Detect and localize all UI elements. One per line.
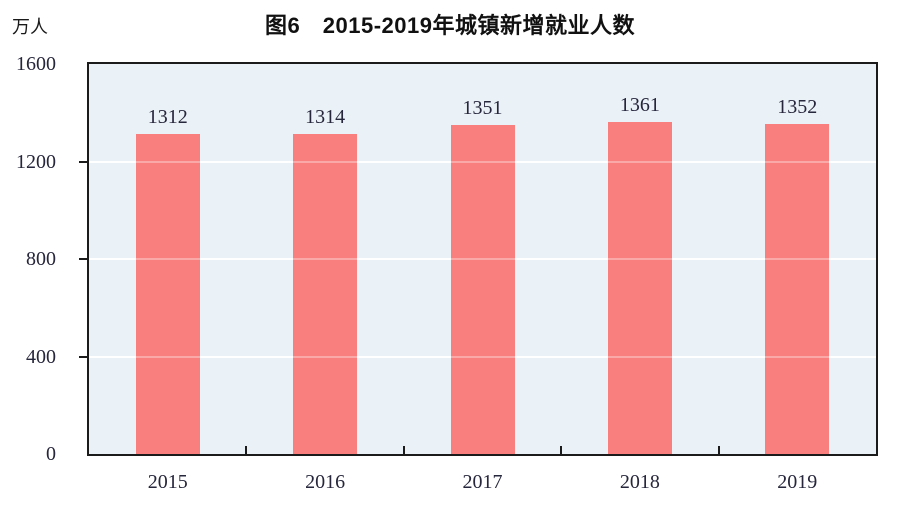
bar-value-label-2016: 1314 — [305, 105, 346, 128]
y-tick-mark-800 — [79, 258, 87, 260]
x-tick-label-2015: 2015 — [147, 471, 188, 493]
x-axis: 2015 2016 2017 2018 2019 — [89, 468, 876, 500]
chart-title: 图6 2015-2019年城镇新增就业人数 — [265, 13, 635, 38]
plot-area: 1312 1314 1351 1361 1352 — [87, 62, 878, 456]
x-tick-mark-3 — [560, 446, 563, 454]
bar-value-label-2017: 1351 — [462, 96, 503, 119]
y-tick-label-800: 800 — [26, 248, 56, 270]
y-tick-label-0: 0 — [46, 443, 56, 465]
y-axis-unit-label: 万人 — [12, 17, 48, 37]
gridline-overlay-400 — [89, 355, 876, 358]
x-tick-mark-4 — [717, 446, 720, 454]
x-tick-mark-1 — [245, 446, 248, 454]
gridline-overlay-1200 — [89, 160, 876, 163]
bar-2017 — [450, 124, 515, 454]
gridline-overlay-800 — [89, 258, 876, 260]
bar-2016 — [293, 133, 358, 454]
bar-value-label-2015: 1312 — [147, 106, 188, 129]
bar-2018 — [607, 122, 672, 454]
bar-2015 — [135, 134, 200, 454]
x-tick-label-2019: 2019 — [777, 471, 818, 493]
y-tick-mark-400 — [79, 355, 87, 358]
x-tick-mark-2 — [402, 446, 405, 454]
x-tick-label-2017: 2017 — [462, 471, 503, 493]
bar-2019 — [765, 124, 830, 454]
x-tick-label-2018: 2018 — [619, 471, 660, 493]
y-axis: 0 400 800 1200 1600 — [0, 0, 87, 507]
y-tick-label-1600: 1600 — [16, 53, 56, 75]
y-tick-label-400: 400 — [26, 345, 56, 368]
bar-value-label-2018: 1361 — [619, 94, 660, 117]
y-tick-label-1200: 1200 — [16, 150, 56, 173]
y-tick-mark-1200 — [79, 160, 87, 163]
x-tick-label-2016: 2016 — [305, 471, 346, 493]
bar-value-label-2019: 1352 — [777, 96, 818, 119]
